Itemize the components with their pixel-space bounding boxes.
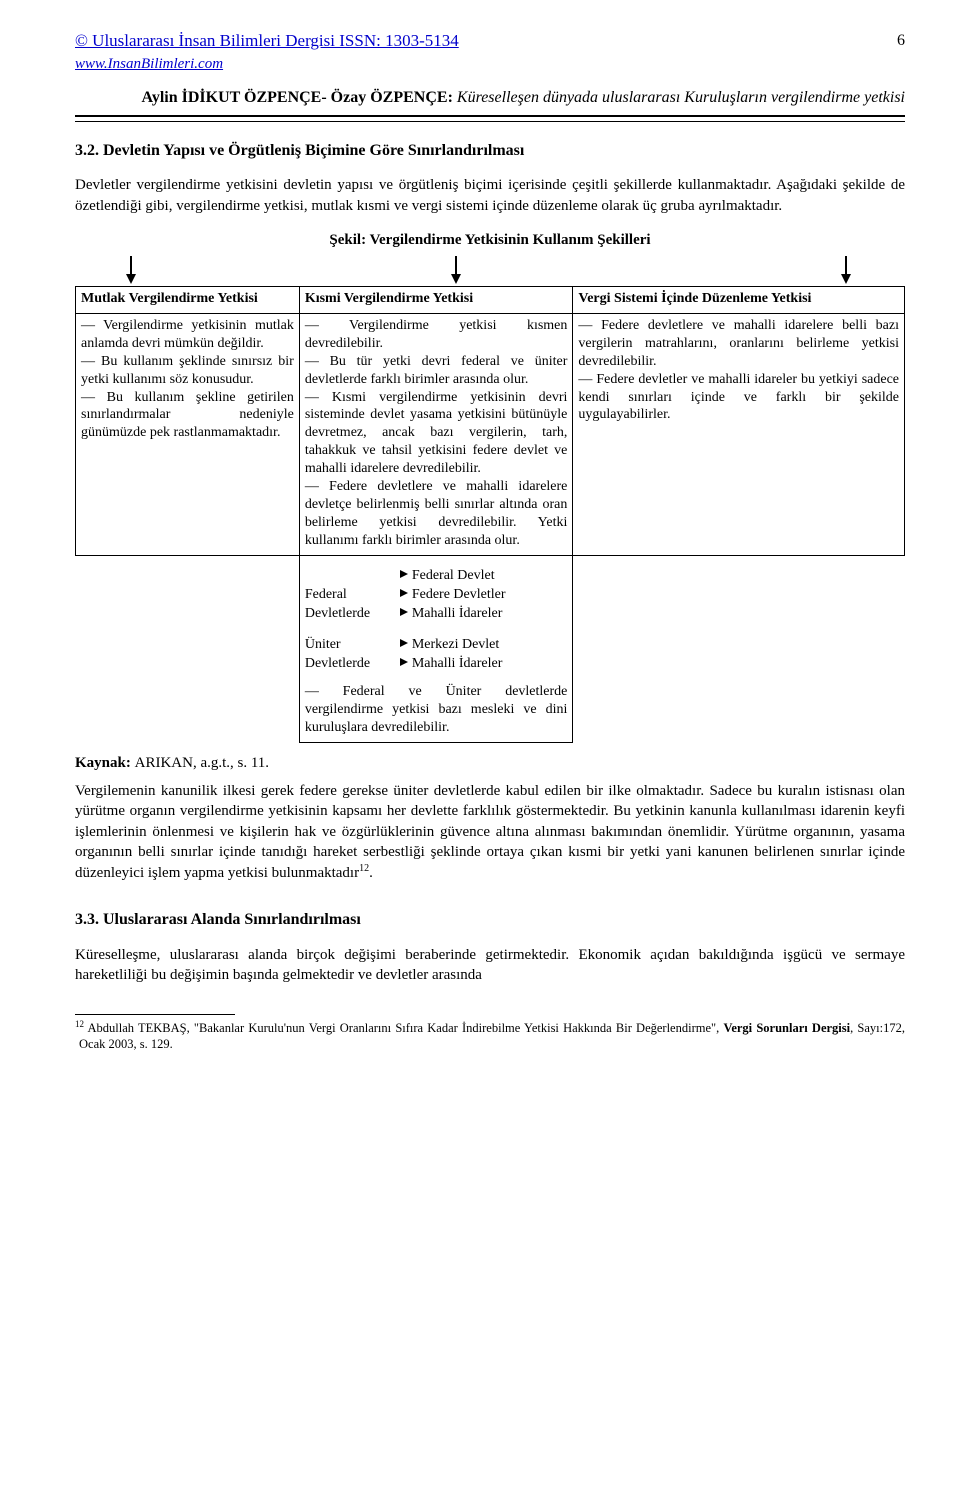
para-after-table: Vergilemenin kanunilik ilkesi gerek fede…	[75, 781, 905, 883]
footnote-rule	[75, 1014, 235, 1015]
footnote-journal: Vergi Sorunları Dergisi	[723, 1021, 850, 1035]
uniter-block: Üniter Merkezi Devlet Devletlerde Mahalli …	[305, 636, 568, 673]
footnote-ref-12: 12	[359, 863, 369, 874]
arrow-right-icon	[400, 655, 410, 673]
page-number: 6	[897, 30, 905, 52]
table-empty-cell	[76, 555, 300, 742]
federal-label-part1: Federal	[305, 586, 400, 604]
arrow-right-icon	[400, 636, 410, 654]
federal-item-1: Federe Devletler	[412, 586, 506, 604]
footnote-num: 12	[75, 1019, 84, 1029]
table-cell-1: — Vergilendirme yetkisi kısmen devredile…	[299, 313, 573, 555]
table-cell-2: — Federe devletlere ve mahalli idarelere…	[573, 313, 905, 555]
table-empty-cell-2	[573, 555, 905, 742]
journal-url: www.InsanBilimleri.com	[75, 54, 459, 74]
uniter-item-0: Merkezi Devlet	[412, 636, 499, 654]
table-sub-cell: Federal Devlet Federal Federe Devletler D…	[299, 555, 573, 742]
federal-item-2: Mahalli İdareler	[412, 605, 503, 623]
page-header: © Uluslararası İnsan Bilimleri Dergisi I…	[75, 30, 905, 74]
figure-caption: Şekil: Vergilendirme Yetkisinin Kullanım…	[75, 230, 905, 250]
arrow-right-icon	[400, 605, 410, 623]
source-label: Kaynak:	[75, 755, 135, 771]
arrow-stem-3	[845, 256, 847, 274]
footnote-12: 12 Abdullah TEKBAŞ, "Bakanlar Kurulu'nun…	[75, 1019, 905, 1052]
header-rule-thick	[75, 115, 905, 117]
arrow-right-icon	[400, 586, 410, 604]
federal-block: Federal Devlet Federal Federe Devletler D…	[305, 567, 568, 623]
table-cell-0: — Vergilendirme yetkisinin mutlak anlamd…	[76, 313, 300, 555]
uniter-label-part2: Devletlerde	[305, 655, 400, 673]
figure-source: Kaynak: ARIKAN, a.g.t., s. 11.	[75, 753, 905, 773]
author-names: Aylin İDİKUT ÖZPENÇE- Özay ÖZPENÇE:	[141, 89, 456, 106]
arrow-down-1	[126, 274, 136, 284]
figure-arrow-row	[75, 260, 905, 286]
table-header-2: Vergi Sistemi İçinde Düzenleme Yetkisi	[573, 287, 905, 314]
sub-note: — Federal ve Üniter devletlerde vergilen…	[305, 683, 568, 737]
arrow-down-3	[841, 274, 851, 284]
arrow-stem-1	[130, 256, 132, 274]
section-3-3-para: Küreselleşme, uluslararası alanda birçok…	[75, 945, 905, 986]
footnote-text-a: Abdullah TEKBAŞ, "Bakanlar Kurulu'nun Ve…	[84, 1021, 723, 1035]
header-rule-thin	[75, 121, 905, 122]
journal-block: © Uluslararası İnsan Bilimleri Dergisi I…	[75, 30, 459, 74]
federal-item-0: Federal Devlet	[412, 567, 495, 585]
paper-title: Küreselleşen dünyada uluslararası Kurulu…	[457, 89, 905, 106]
table-header-1: Kısmi Vergilendirme Yetkisi	[299, 287, 573, 314]
arrow-right-icon	[400, 567, 410, 585]
uniter-label-part1: Üniter	[305, 636, 400, 654]
uniter-item-1: Mahalli İdareler	[412, 655, 503, 673]
figure-table: Mutlak Vergilendirme Yetkisi Kısmi Vergi…	[75, 286, 905, 743]
journal-title: © Uluslararası İnsan Bilimleri Dergisi I…	[75, 30, 459, 53]
arrow-stem-2	[455, 256, 457, 274]
table-header-0: Mutlak Vergilendirme Yetkisi	[76, 287, 300, 314]
arrow-down-2	[451, 274, 461, 284]
authors-title-block: Aylin İDİKUT ÖZPENÇE- Özay ÖZPENÇE: Küre…	[75, 88, 905, 108]
source-text: ARIKAN, a.g.t., s. 11.	[135, 755, 269, 771]
section-3-2-heading: 3.2. Devletin Yapısı ve Örgütleniş Biçim…	[75, 140, 905, 162]
section-3-2-para: Devletler vergilendirme yetkisini devlet…	[75, 175, 905, 216]
section-3-3-heading: 3.3. Uluslararası Alanda Sınırlandırılma…	[75, 909, 905, 931]
para-after-text: Vergilemenin kanunilik ilkesi gerek fede…	[75, 783, 905, 881]
federal-label-part2: Devletlerde	[305, 605, 400, 623]
